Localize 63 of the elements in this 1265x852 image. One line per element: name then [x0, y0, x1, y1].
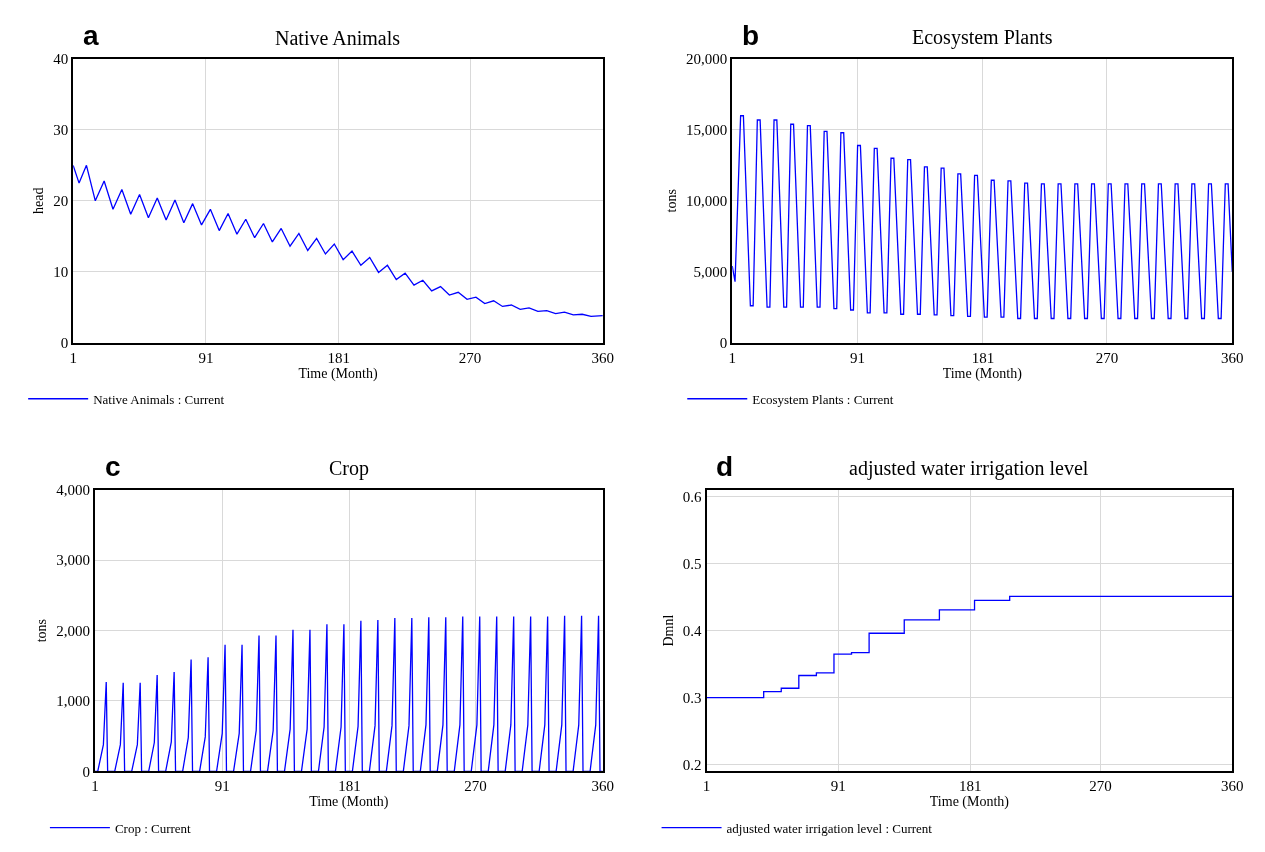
legend-label: adjusted water irrigation level : Current	[726, 820, 933, 836]
x-axis-title: Time (Month)	[309, 794, 389, 811]
y-axis-title: head	[31, 187, 47, 215]
x-tick-label: 360	[1221, 349, 1244, 366]
line-series	[73, 164, 603, 318]
x-tick-label: 91	[198, 349, 214, 366]
x-tick-label: 181	[971, 349, 995, 366]
text: c	[105, 451, 121, 482]
line-series	[94, 615, 603, 772]
x-tick-label: 270	[1095, 349, 1119, 366]
y-tick-label: 4,000	[56, 482, 90, 499]
y-tick-label: 20,000	[686, 51, 728, 68]
x-axis-title: Time (Month)	[298, 365, 378, 382]
x-tick-label: 181	[338, 778, 361, 795]
line-series	[732, 115, 1233, 320]
chart-title: Ecosystem Plants	[912, 26, 1053, 49]
y-tick-label: 0	[60, 334, 69, 351]
text: a	[83, 20, 99, 51]
x-axis-title: Time (Month)	[929, 794, 1010, 811]
x-tick-label: 270	[458, 349, 482, 366]
legend-label: Crop : Current	[114, 820, 192, 836]
x-tick-label: 181	[327, 349, 350, 366]
y-axis-title: Dmnl	[660, 614, 676, 647]
y-tick-label: 0.5	[682, 555, 702, 572]
y-tick-label: 0.3	[682, 689, 702, 706]
y-tick-label: 30	[53, 122, 69, 139]
y-tick-label: 3,000	[56, 552, 90, 569]
x-tick-label: 1	[728, 349, 737, 366]
x-tick-label: 1	[702, 778, 711, 795]
y-tick-label: 15,000	[686, 122, 728, 139]
y-tick-label: 2,000	[56, 622, 90, 639]
y-tick-label: 0.4	[682, 622, 703, 639]
y-tick-label: 0.2	[682, 756, 702, 773]
legend-label: Native Animals : Current	[93, 391, 225, 407]
x-tick-label: 91	[850, 349, 866, 366]
y-tick-label: 10	[53, 263, 69, 280]
x-tick-label: 360	[591, 349, 615, 366]
chart-title: Crop	[329, 457, 369, 480]
x-tick-label: 360	[1221, 778, 1244, 795]
x-tick-label: 91	[830, 778, 846, 795]
text: d	[716, 451, 734, 482]
y-tick-label: 0.6	[682, 488, 703, 505]
y-tick-label: 0	[719, 334, 728, 351]
x-tick-label: 270	[1089, 778, 1112, 795]
text: b	[742, 20, 760, 51]
x-tick-label: 1	[69, 349, 77, 366]
chart-title: Native Animals	[275, 27, 401, 49]
y-tick-label: 1,000	[56, 693, 90, 710]
y-axis-title: tons	[664, 189, 680, 213]
x-tick-label: 360	[591, 778, 615, 795]
y-tick-label: 0	[82, 763, 90, 780]
x-tick-label: 181	[958, 778, 982, 795]
x-tick-label: 1	[91, 778, 99, 795]
x-tick-label: 91	[214, 778, 230, 795]
y-tick-label: 5,000	[693, 263, 728, 280]
chart-title: adjusted water irrigation level	[849, 457, 1089, 480]
y-tick-label: 40	[53, 51, 69, 68]
x-axis-title: Time (Month)	[942, 365, 1023, 382]
y-tick-label: 10,000	[686, 193, 728, 210]
y-tick-label: 20	[53, 193, 69, 210]
y-axis-title: tons	[34, 618, 50, 643]
legend-label: Ecosystem Plants : Current	[752, 391, 894, 407]
x-tick-label: 270	[464, 778, 487, 795]
